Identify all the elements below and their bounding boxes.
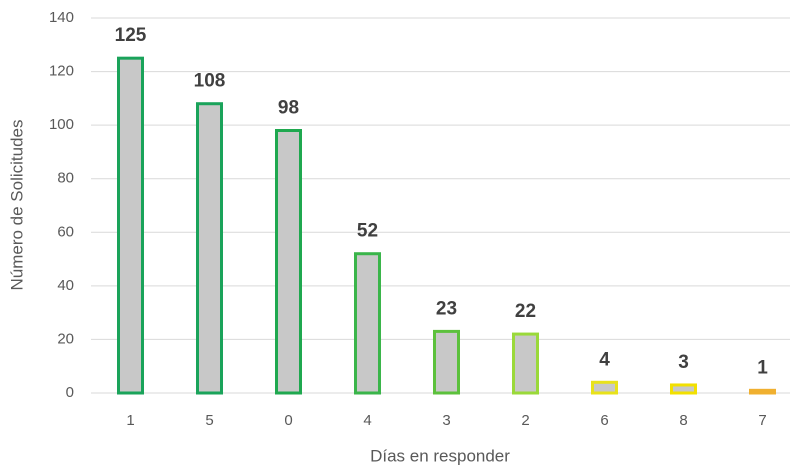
- bar: [512, 332, 539, 395]
- y-tick-label: 60: [57, 223, 74, 240]
- y-tick-label: 20: [57, 330, 74, 347]
- x-tick-label: 8: [679, 412, 687, 429]
- x-tick-label: 0: [284, 412, 292, 429]
- value-label: 52: [357, 221, 378, 242]
- bar: [670, 383, 697, 395]
- bar: [196, 102, 223, 395]
- value-label: 125: [115, 25, 147, 46]
- value-label: 4: [599, 349, 610, 370]
- x-tick-label: 1: [126, 412, 134, 429]
- value-label: 23: [436, 298, 457, 319]
- x-tick-label: 5: [205, 412, 213, 429]
- bar: [749, 388, 776, 395]
- value-label: 98: [278, 98, 299, 119]
- value-label: 1: [757, 357, 768, 378]
- y-tick-label: 0: [66, 384, 74, 401]
- x-tick-label: 7: [758, 412, 766, 429]
- y-axis-label: Número de Solicitudes: [7, 119, 26, 290]
- value-label: 22: [515, 301, 536, 322]
- y-tick-label: 120: [49, 63, 74, 80]
- value-label: 3: [678, 352, 689, 373]
- bar: [117, 56, 144, 395]
- y-tick-label: 40: [57, 277, 74, 294]
- y-tick-label: 80: [57, 170, 74, 187]
- value-label: 108: [194, 71, 226, 92]
- bar: [591, 380, 618, 395]
- x-tick-label: 6: [600, 412, 608, 429]
- bar: [433, 329, 460, 395]
- y-tick-label: 140: [49, 9, 74, 26]
- y-tick-label: 100: [49, 116, 74, 133]
- x-tick-label: 3: [442, 412, 450, 429]
- bar: [354, 252, 381, 395]
- x-axis-label: Días en responder: [370, 446, 510, 465]
- bar: [275, 129, 302, 395]
- x-tick-label: 2: [521, 412, 529, 429]
- x-tick-label: 4: [363, 412, 371, 429]
